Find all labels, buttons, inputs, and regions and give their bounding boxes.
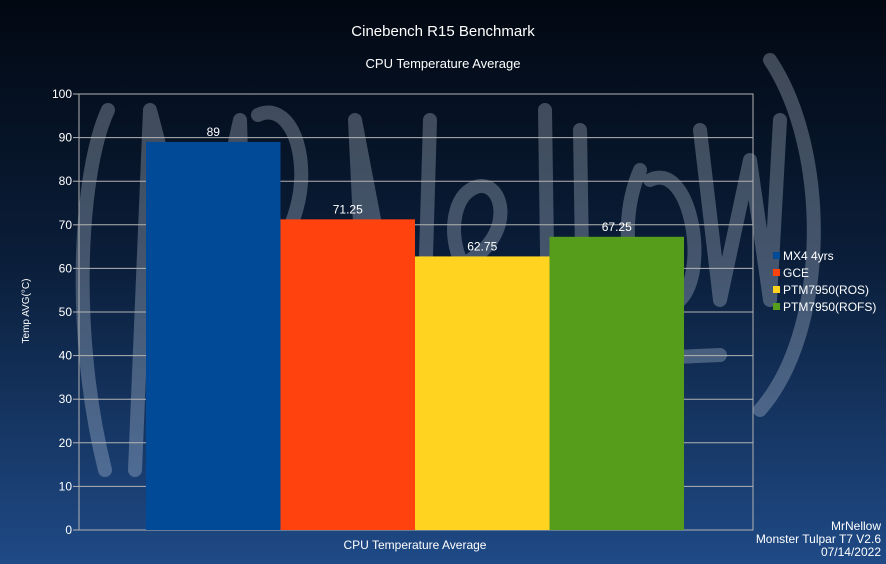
data-label: 71.25 [333, 202, 363, 216]
credit-device: Monster Tulpar T7 V2.6 [756, 532, 882, 546]
data-label: 89 [207, 125, 221, 139]
legend-entry: MX4 4yrs [783, 249, 834, 263]
chart-subtitle: CPU Temperature Average [366, 56, 521, 71]
y-axis: 0 10 20 30 40 50 60 70 80 90 100 [52, 87, 79, 537]
y-tick-label: 20 [59, 436, 73, 450]
y-tick-label: 60 [59, 261, 73, 275]
legend-swatch [773, 269, 780, 276]
data-label: 67.25 [602, 220, 632, 234]
legend-swatch [773, 286, 780, 293]
y-tick-label: 100 [52, 87, 72, 101]
x-axis-label: CPU Temperature Average [344, 538, 487, 552]
legend-swatch [773, 252, 780, 259]
legend-entry: GCE [783, 266, 809, 280]
y-tick-label: 80 [59, 174, 73, 188]
bars-group: 89 71.25 62.75 67.25 [146, 125, 684, 531]
data-label: 62.75 [467, 239, 497, 253]
legend-entry: PTM7950(ROS) [783, 283, 869, 297]
bar-gce [280, 219, 415, 530]
y-tick-label: 90 [59, 131, 73, 145]
y-tick-label: 40 [59, 349, 73, 363]
y-tick-label: 30 [59, 392, 73, 406]
y-axis-label: Temp AVG(°C) [21, 279, 32, 344]
credit-author: MrNellow [831, 519, 881, 533]
bar-ptm7950-rofs [549, 236, 684, 531]
bar-ptm7950-ros [415, 256, 550, 530]
legend-swatch [773, 303, 780, 310]
legend: MX4 4yrs GCE PTM7950(ROS) PTM7950(ROFS) [773, 249, 876, 314]
y-tick-label: 10 [59, 479, 73, 493]
bar-mx4-4yrs [146, 141, 281, 530]
y-tick-label: 50 [59, 305, 73, 319]
legend-entry: PTM7950(ROFS) [783, 300, 876, 314]
y-tick-label: 70 [59, 218, 73, 232]
y-tick-label: 0 [65, 523, 72, 537]
chart-title: Cinebench R15 Benchmark [351, 23, 535, 40]
credit-date: 07/14/2022 [821, 545, 881, 559]
